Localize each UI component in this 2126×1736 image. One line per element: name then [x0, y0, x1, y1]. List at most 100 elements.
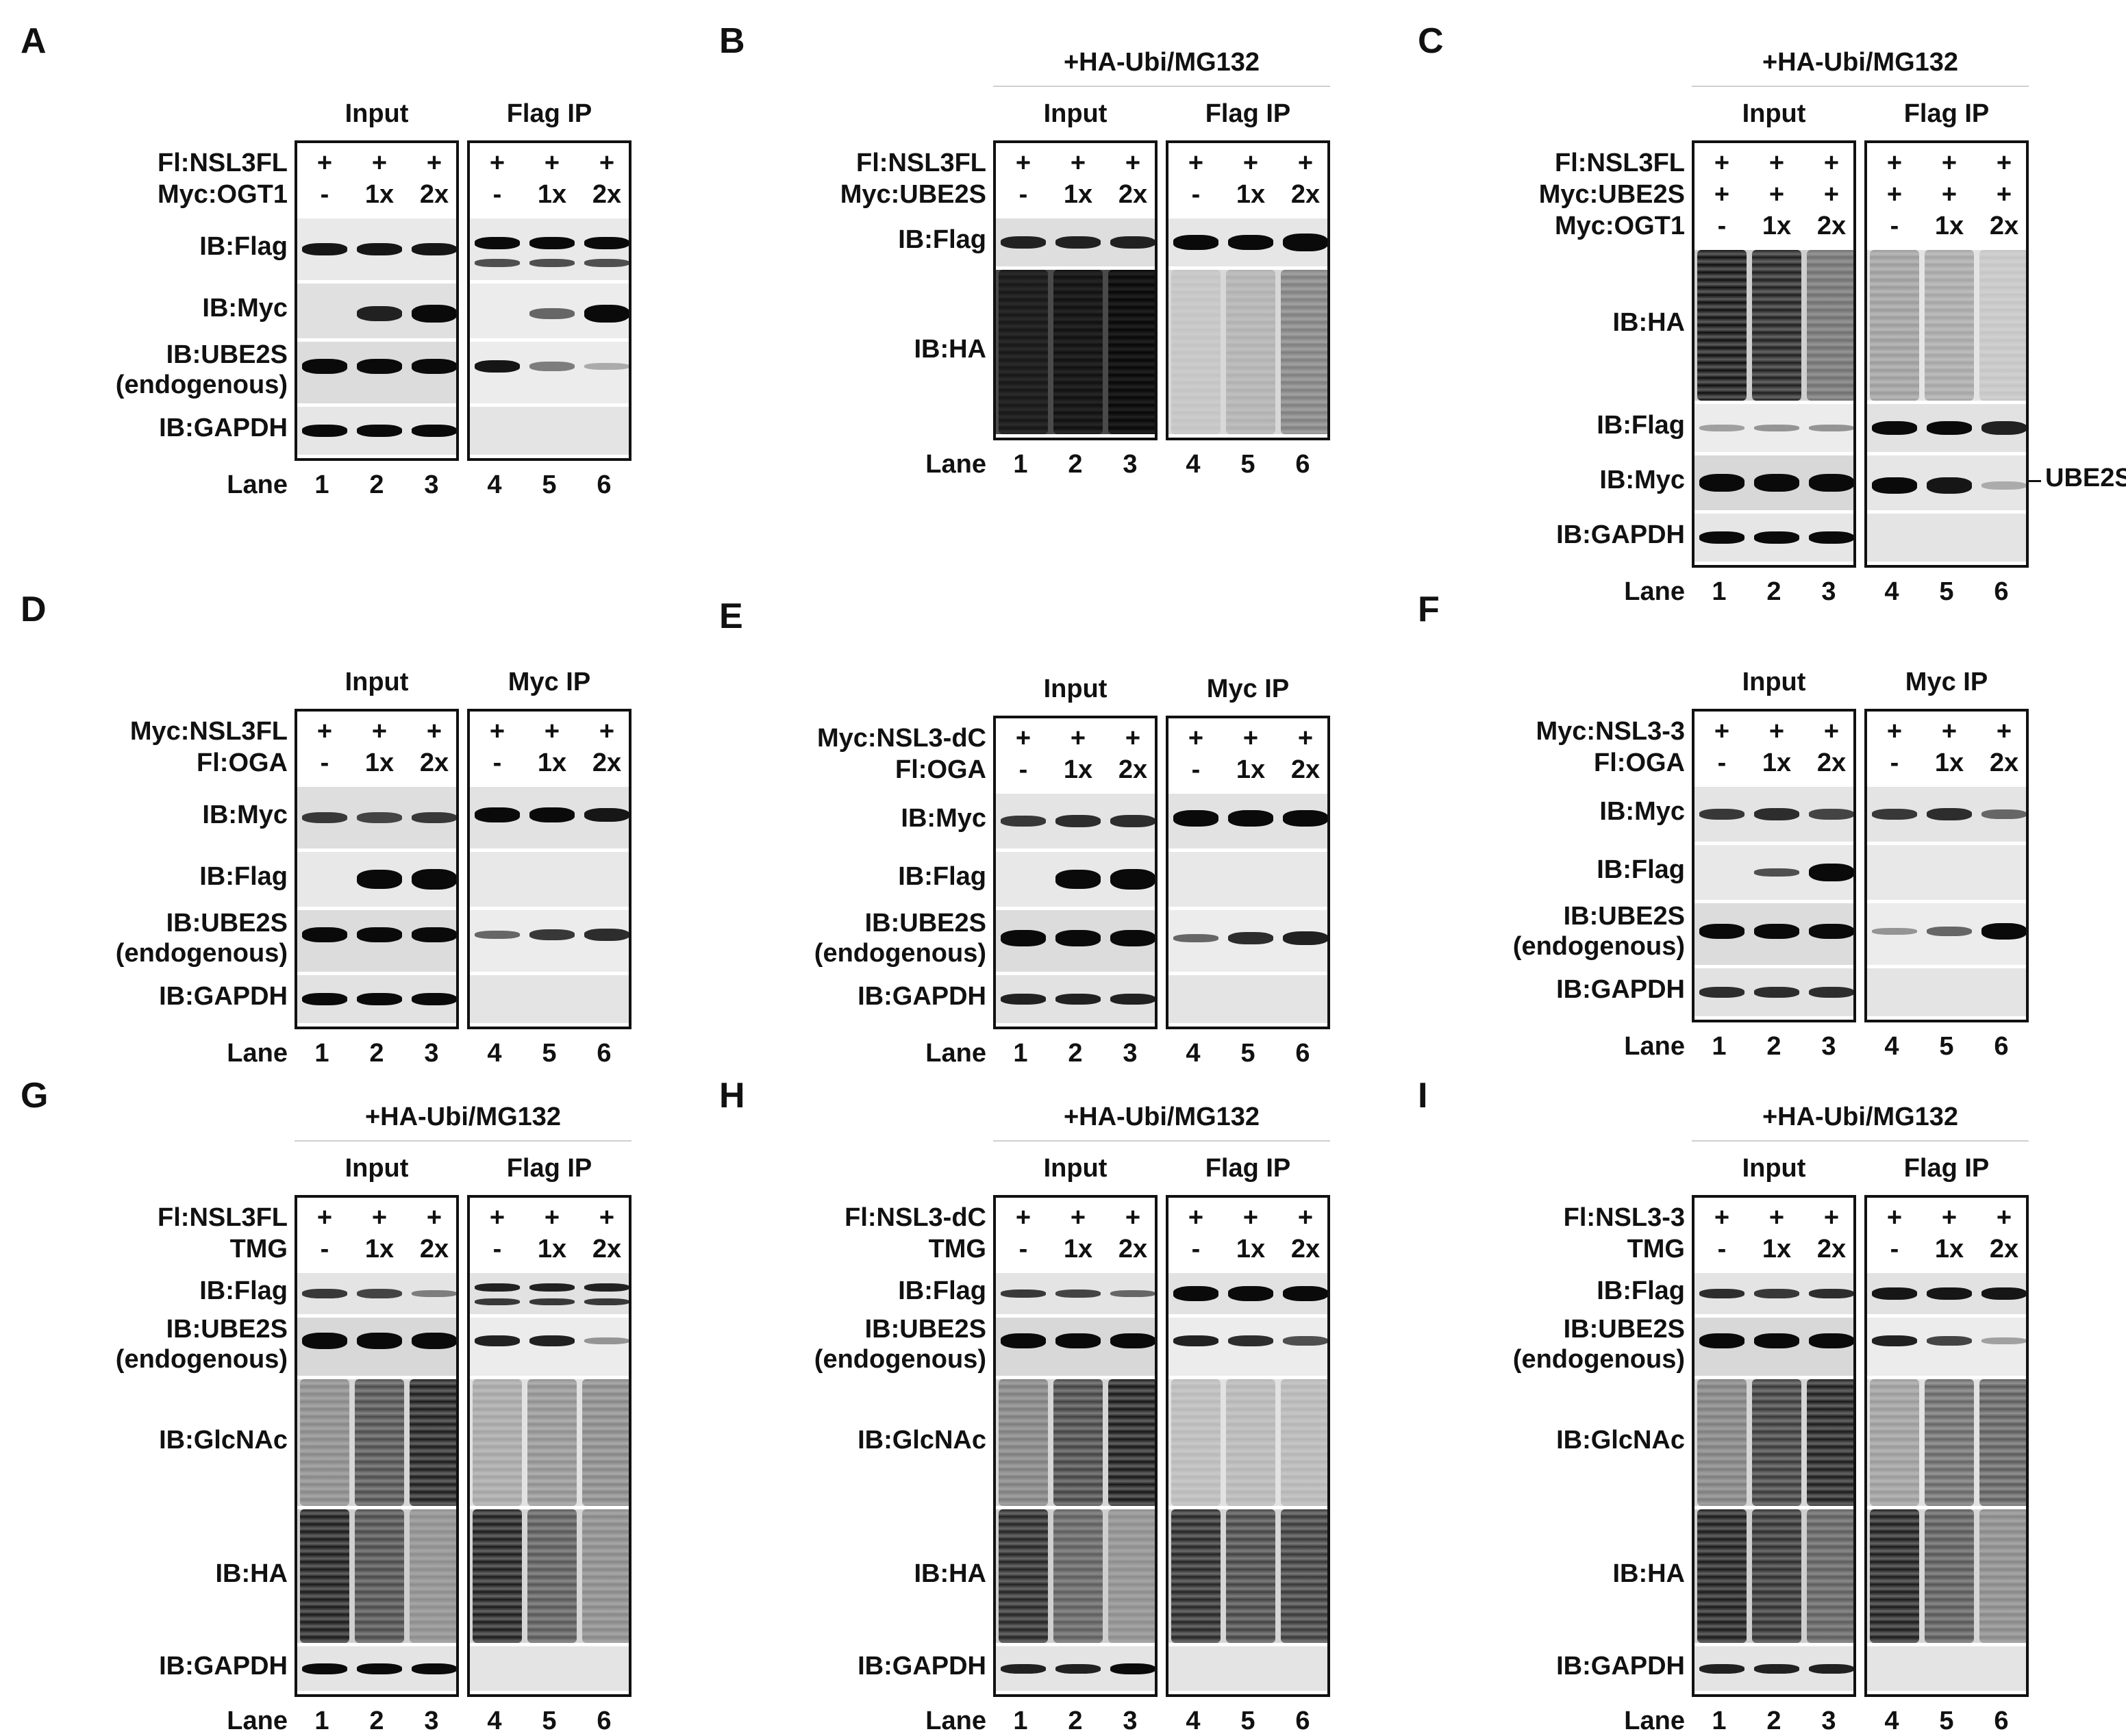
- smear-lane: [410, 1509, 456, 1643]
- protein-band: [1283, 1286, 1327, 1301]
- group-title: Flag IP: [1205, 1154, 1291, 1183]
- lane-number: 3: [424, 1707, 439, 1735]
- blot-strip: [470, 407, 629, 455]
- blot-strip: [470, 852, 629, 907]
- strip-separator: [297, 280, 456, 284]
- ip-gel-frame: + + + - 1x 2x: [467, 709, 631, 1029]
- condition-value: 1x: [1063, 755, 1093, 784]
- smear-lane: [1979, 1509, 2026, 1643]
- protein-band: [529, 1283, 575, 1292]
- blot-label: IB:GlcNAc: [1556, 1425, 1685, 1455]
- blot-strip: [297, 1509, 456, 1643]
- strip-separator: [1694, 1314, 1853, 1318]
- protein-band: [584, 807, 629, 822]
- protein-band: [412, 425, 456, 437]
- blot-strip: [470, 1379, 629, 1506]
- blot-strip: [297, 852, 456, 907]
- protein-band: [1809, 1663, 1853, 1674]
- treatment-header: +HA-Ubi/MG132: [1063, 1103, 1260, 1131]
- condition-value: +: [1714, 717, 1730, 746]
- protein-band: [1754, 1333, 1799, 1348]
- protein-band: [1927, 808, 1972, 820]
- smear-lane: [582, 1379, 629, 1506]
- condition-value: -: [1018, 755, 1028, 784]
- smear-lane: [527, 1509, 577, 1643]
- lane-number: 4: [1884, 1707, 1899, 1735]
- lane-number: 5: [1240, 1707, 1255, 1735]
- smear-lane: [1226, 270, 1275, 434]
- condition-value: +: [371, 149, 388, 177]
- smear-lane: [473, 1379, 522, 1506]
- smear-lane: [1281, 1379, 1327, 1506]
- strip-separator: [297, 403, 456, 407]
- smear-lane: [1925, 1379, 1974, 1506]
- ip-gel-frame: + + + - 1x 2x: [467, 1195, 631, 1697]
- condition-value: 2x: [1816, 749, 1847, 777]
- condition-value: -: [1018, 1235, 1028, 1263]
- condition-value: 2x: [592, 1235, 622, 1263]
- protein-band: [412, 1333, 456, 1349]
- condition-value: 2x: [592, 749, 622, 777]
- strip-separator: [1694, 510, 1853, 514]
- blot-strip: [1867, 514, 2026, 562]
- condition-value: +: [371, 1203, 388, 1232]
- protein-band: [1110, 236, 1155, 249]
- strip-separator: [996, 972, 1155, 975]
- protein-band: [1754, 1289, 1799, 1298]
- condition-label: Myc:UBE2S: [840, 180, 986, 209]
- protein-band: [302, 1663, 347, 1674]
- lane-number: 5: [542, 1039, 557, 1068]
- group-title: Myc IP: [1206, 675, 1290, 703]
- condition-value: +: [1188, 724, 1204, 753]
- smear-lane: [999, 1509, 1048, 1643]
- strip-separator: [996, 1023, 1155, 1027]
- strip-separator: [1168, 266, 1327, 270]
- protein-band: [1173, 235, 1218, 250]
- protein-band: [1110, 815, 1155, 827]
- condition-value: +: [1125, 1203, 1141, 1232]
- strip-separator: [1694, 900, 1853, 903]
- strip-separator: [297, 1643, 456, 1646]
- blot-label: IB:GAPDH: [159, 982, 288, 1011]
- smear-lane: [1870, 250, 1919, 401]
- protein-band: [302, 927, 347, 942]
- lane-number: 5: [1939, 577, 1954, 606]
- condition-value: 2x: [1989, 212, 2019, 240]
- protein-band: [1055, 236, 1101, 249]
- panel-letter: A: [21, 21, 47, 61]
- strip-separator: [1168, 848, 1327, 852]
- lane-number: 5: [542, 470, 557, 499]
- condition-value: +: [426, 149, 442, 177]
- protein-band: [412, 1290, 456, 1297]
- protein-band: [1872, 1287, 1917, 1300]
- blot-label: IB:GlcNAc: [858, 1425, 986, 1455]
- condition-value: +: [1941, 180, 1958, 209]
- protein-band: [1001, 1663, 1046, 1674]
- condition-value: +: [1941, 1203, 1958, 1232]
- header-rule: [1692, 1140, 2029, 1142]
- blot-strip: [1168, 218, 1327, 266]
- blot-strip: [470, 910, 629, 972]
- condition-value: 1x: [1934, 749, 1964, 777]
- panel-letter: G: [21, 1076, 49, 1116]
- condition-value: +: [316, 1203, 333, 1232]
- protein-band: [412, 927, 456, 942]
- blot-label: IB:Flag: [199, 232, 288, 261]
- protein-band: [357, 359, 402, 374]
- protein-band: [412, 1663, 456, 1674]
- protein-band: [475, 258, 520, 267]
- strip-separator: [470, 403, 629, 407]
- condition-value: 1x: [1063, 1235, 1093, 1263]
- smear-lane: [1979, 250, 2026, 401]
- treatment-header: +HA-Ubi/MG132: [1063, 48, 1260, 77]
- protein-band: [475, 807, 520, 822]
- lane-number: 4: [487, 470, 502, 499]
- condition-value: 1x: [1762, 1235, 1792, 1263]
- input-gel-frame: + + + - 1x 2x: [993, 140, 1158, 440]
- blot-strip: [1168, 852, 1327, 907]
- protein-band: [1754, 808, 1799, 820]
- blot-strip: [1867, 968, 2026, 1016]
- panel-letter: E: [719, 596, 743, 636]
- strip-separator: [1867, 1314, 2026, 1318]
- protein-band: [1283, 931, 1327, 945]
